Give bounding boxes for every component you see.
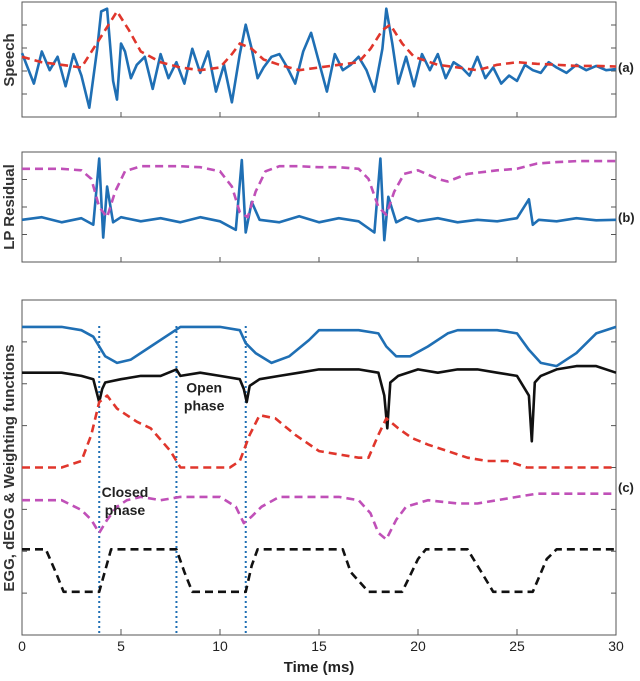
- x-tick-label: 25: [509, 638, 525, 654]
- panel-c-phase-markers: [98, 326, 247, 633]
- phase-annotation: phase: [184, 397, 225, 413]
- panel-c-annotations: Open phase Closed phase: [102, 379, 225, 518]
- x-tick-label: 10: [212, 638, 228, 654]
- series-line: [22, 364, 617, 443]
- series-line: [22, 159, 616, 219]
- panel-b: LP Residual (b): [1, 151, 635, 263]
- x-axis-label: Time (ms): [284, 659, 355, 676]
- x-tick-label: 0: [18, 638, 26, 654]
- panel-c-ylabel: EGG, dEGG & Weighting functions: [1, 344, 18, 591]
- series-line: [20, 7, 617, 109]
- x-tick-label: 20: [410, 638, 426, 654]
- series-line: [22, 492, 616, 541]
- series-line: [21, 10, 617, 72]
- panel-b-ticks: [21, 179, 617, 262]
- panel-c-tag: (c): [618, 480, 634, 495]
- panel-b-ylabel: LP Residual: [1, 164, 18, 250]
- panel-a-ylabel: Speech: [1, 33, 18, 86]
- phase-annotation: Open: [186, 379, 222, 395]
- panel-c-x-tick-labels: 0 5 10 15 20 25 30: [18, 638, 624, 654]
- series-line: [21, 157, 617, 242]
- panel-b-series: [21, 157, 617, 242]
- panel-c-series: [22, 325, 617, 594]
- panel-a-series: [20, 7, 617, 109]
- phase-annotation: phase: [105, 502, 146, 518]
- panel-a-tag: (a): [618, 60, 634, 75]
- panel-c-ticks: [21, 341, 617, 635]
- panel-b-tag: (b): [618, 210, 635, 225]
- x-tick-label: 5: [117, 638, 125, 654]
- series-line: [22, 394, 616, 469]
- panel-a: Speech (a): [1, 1, 634, 118]
- panel-a-ticks: [21, 24, 617, 117]
- x-tick-label: 15: [311, 638, 327, 654]
- panel-c: 0 5 10 15 20 25 30 EGG, dEGG & Weighting funct…: [1, 299, 634, 676]
- phase-annotation: Closed: [102, 484, 149, 500]
- x-tick-label: 30: [608, 638, 624, 654]
- series-line: [22, 325, 617, 368]
- series-line: [22, 548, 616, 594]
